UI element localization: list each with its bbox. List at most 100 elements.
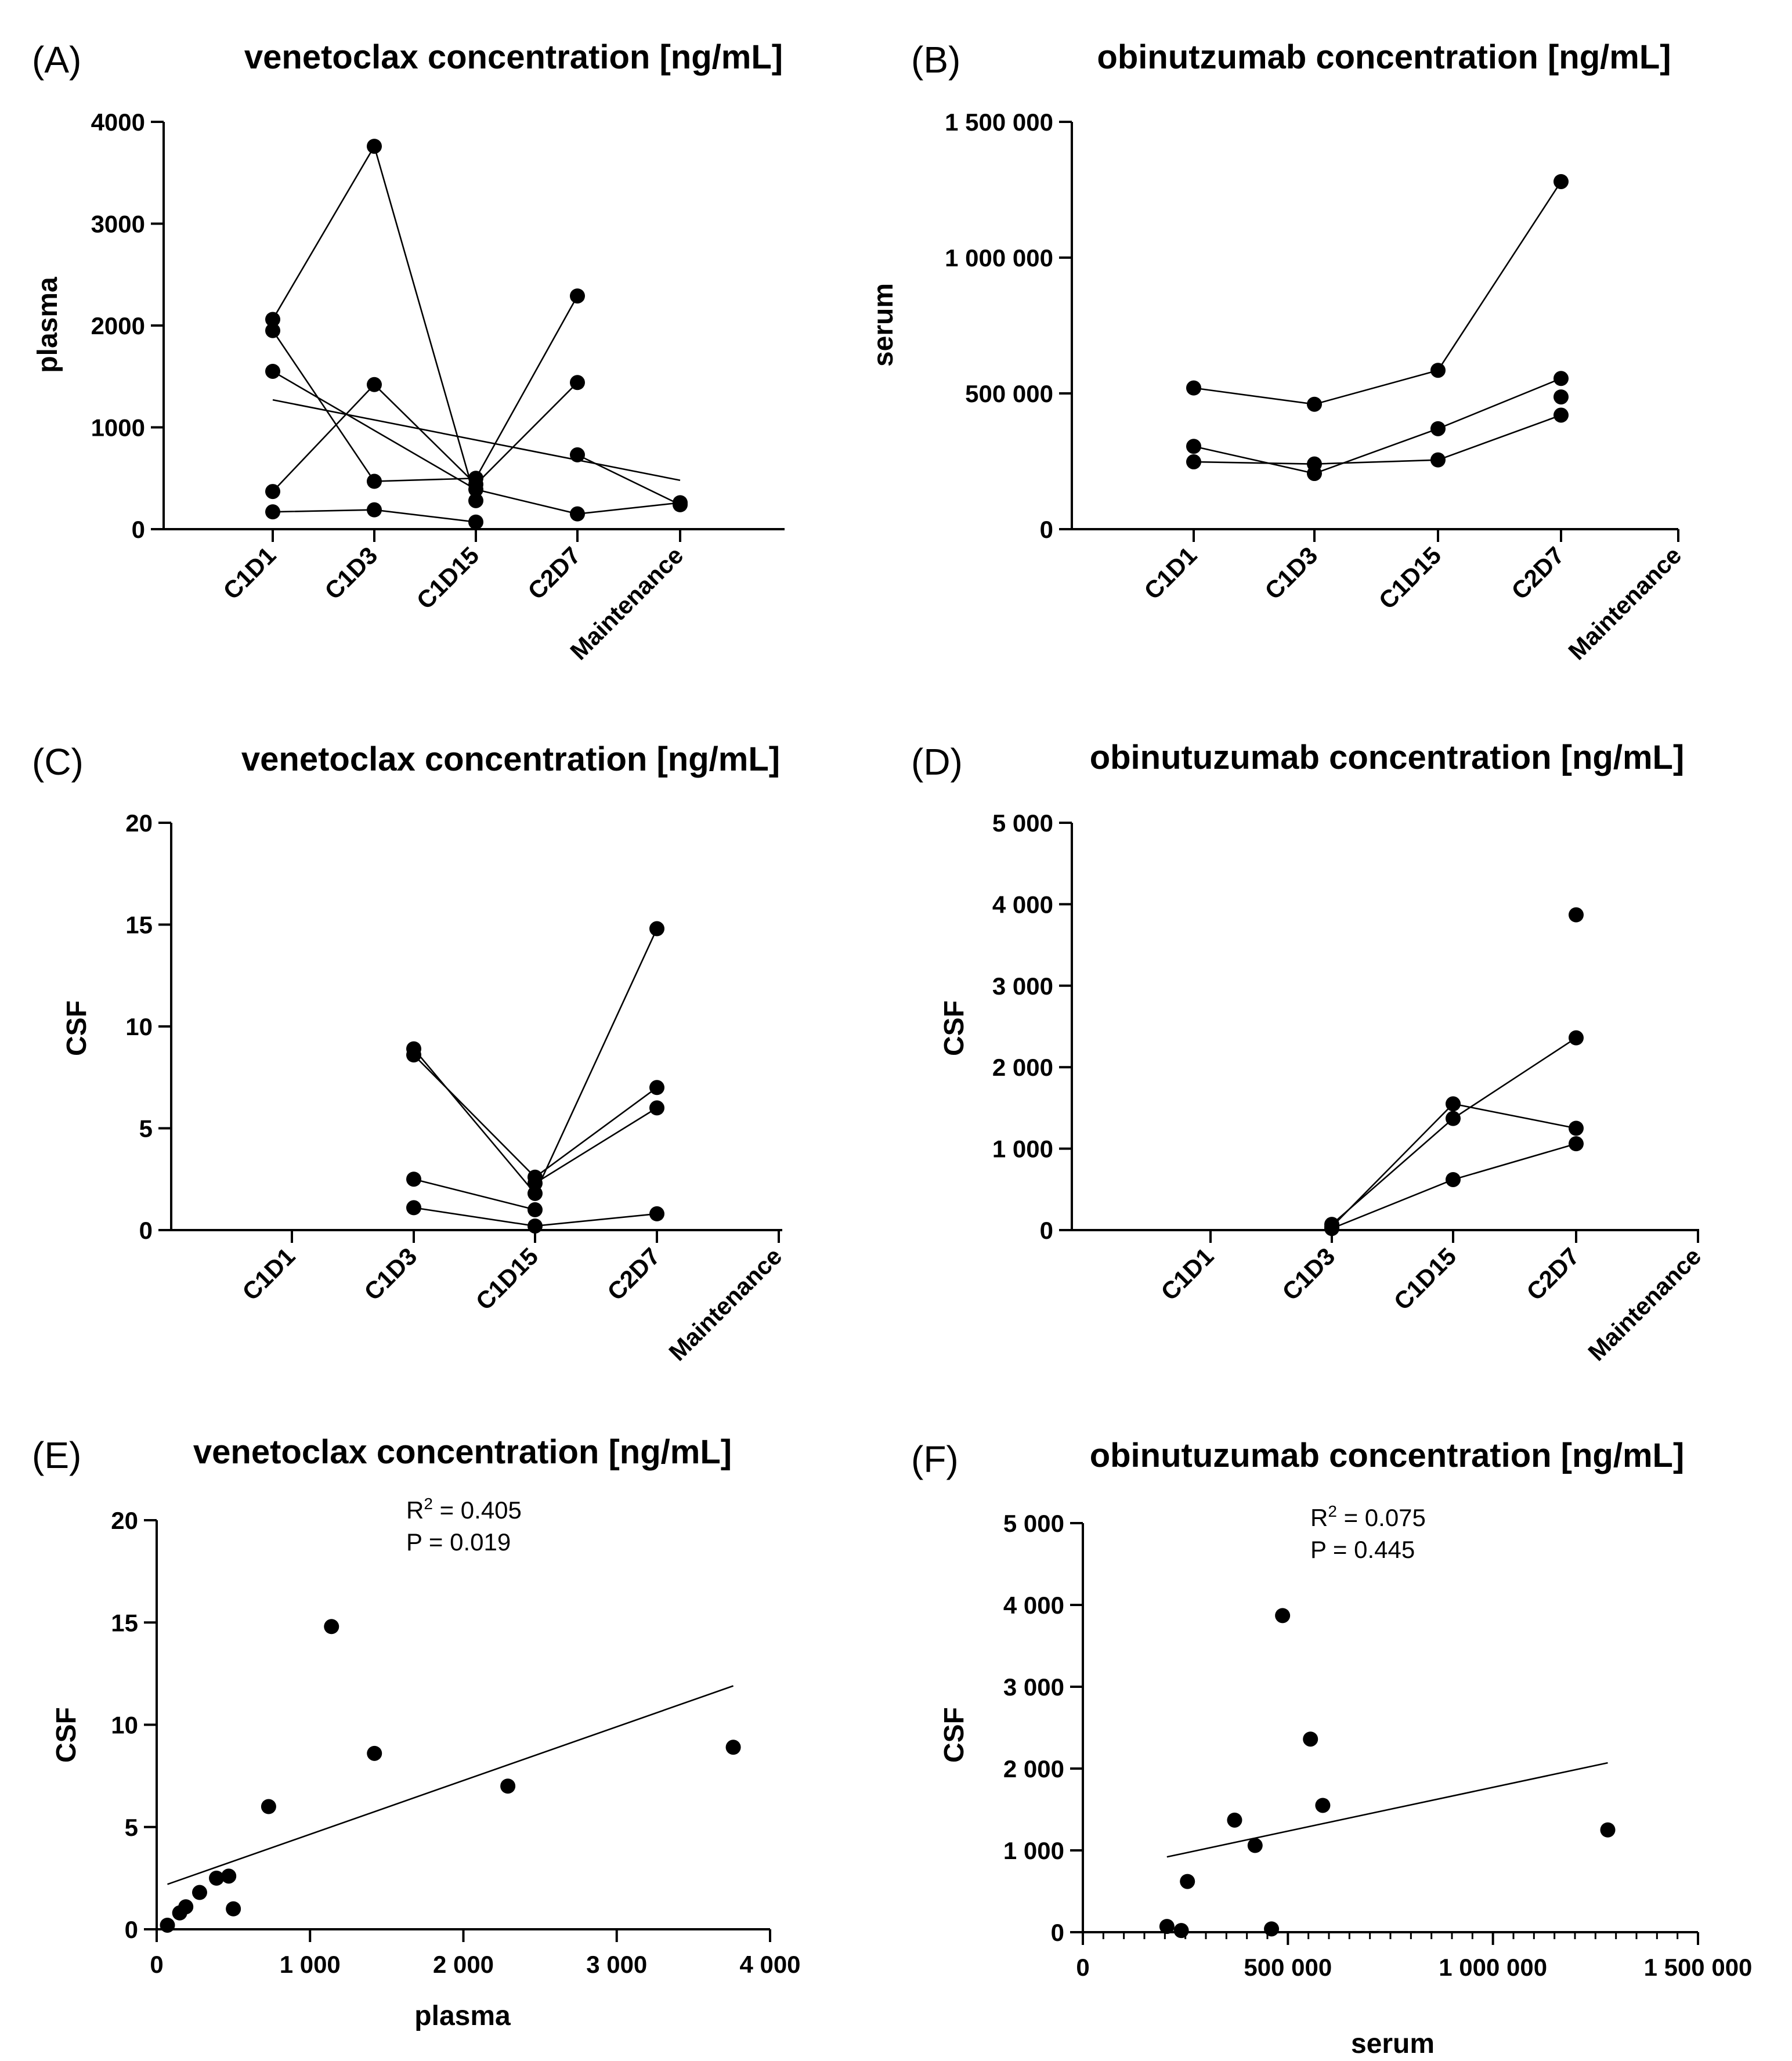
panel-f-data-point bbox=[1247, 1838, 1263, 1853]
panel-a-data-point bbox=[468, 482, 483, 497]
panel-f-p-value: P = 0.445 bbox=[1310, 1536, 1415, 1563]
panel-a-data-point bbox=[265, 312, 280, 327]
panel-b-title: obinutzumab concentration [ng/mL] bbox=[1097, 38, 1671, 76]
panel-d-y-tick-label: 5 000 bbox=[992, 809, 1053, 837]
panel-c-data-point bbox=[406, 1200, 421, 1216]
panel-c-data-point bbox=[528, 1202, 543, 1217]
panel-d-y-tick-label: 4 000 bbox=[992, 891, 1053, 918]
panel-a-series-line bbox=[272, 370, 681, 515]
panel-e-y-tick-label: 0 bbox=[125, 1916, 138, 1943]
panel-c-data-point bbox=[528, 1176, 543, 1191]
panel-d-y-tick-label: 2 000 bbox=[992, 1054, 1053, 1081]
panel-f-data-point bbox=[1159, 1919, 1175, 1935]
panel-e-x-tick-label: 4 000 bbox=[739, 1951, 800, 1978]
panel-f-r-squared-sup: 2 bbox=[1328, 1502, 1337, 1520]
panel-f-x-tick-label: 500 000 bbox=[1244, 1954, 1332, 1981]
panel-a-data-point bbox=[570, 447, 585, 462]
panel-b-y-tick-label: 0 bbox=[1040, 516, 1053, 543]
panel-a-y-tick-label: 4000 bbox=[91, 109, 145, 136]
panel-f-y-label: CSF bbox=[939, 1707, 970, 1763]
panel-a-data-point bbox=[570, 375, 585, 390]
panel-a-series-line bbox=[272, 382, 578, 492]
panel-d-data-point bbox=[1569, 1030, 1584, 1046]
panel-f-data-point bbox=[1600, 1822, 1616, 1838]
panel-a-data-point bbox=[265, 363, 280, 379]
panel-b-data-point bbox=[1186, 439, 1201, 454]
panel-f-y-tick-label: 5 000 bbox=[1003, 1510, 1064, 1537]
panel-e-x-label: plasma bbox=[414, 2001, 511, 2031]
panel-b-series-line bbox=[1193, 414, 1562, 465]
panel-f-data-point bbox=[1173, 1923, 1189, 1939]
panel-a-data-point bbox=[367, 502, 382, 518]
panel-e-data-point bbox=[178, 1899, 194, 1915]
panel-c-data-point bbox=[649, 1206, 664, 1221]
panel-a-data-point bbox=[367, 139, 382, 154]
panel-c-title: venetoclax concentration [ng/mL] bbox=[241, 740, 780, 778]
panel-b-y-label: serum bbox=[868, 283, 899, 367]
panel-b-data-point bbox=[1430, 452, 1446, 468]
panel-e-r-squared-value: = 0.405 bbox=[433, 1496, 522, 1524]
panel-d-y-tick-label: 0 bbox=[1040, 1217, 1053, 1244]
panel-f-data-point bbox=[1227, 1812, 1242, 1828]
panel-a-data-point bbox=[367, 473, 382, 489]
panel-a-data-point bbox=[570, 506, 585, 522]
panel-f-r-squared-value: = 0.075 bbox=[1337, 1504, 1426, 1531]
panel-e-plot: 0 5 10 15 20 0 1 000 2 000 3 000 4 000 bbox=[111, 1507, 800, 1978]
panel-a-title: venetoclax concentration [ng/mL] bbox=[244, 38, 783, 76]
panel-b-data-point bbox=[1553, 371, 1569, 386]
panel-c-data-point bbox=[649, 921, 664, 937]
panel-e-data-point bbox=[192, 1885, 207, 1900]
panel-e-data-point bbox=[261, 1799, 276, 1814]
panel-c-data-point bbox=[528, 1218, 543, 1234]
panel-d-data-point bbox=[1324, 1221, 1339, 1236]
panel-d-data-point bbox=[1569, 1120, 1584, 1136]
panel-e-data-point bbox=[221, 1868, 237, 1884]
panel-e-y-tick-label: 15 bbox=[111, 1609, 138, 1636]
panel-e-r-squared-prefix: R bbox=[406, 1496, 424, 1524]
panel-f-y-tick-label: 4 000 bbox=[1003, 1592, 1064, 1619]
panel-f-x-tick-label: 0 bbox=[1076, 1954, 1089, 1981]
panel-b-y-tick-label: 1 500 000 bbox=[945, 109, 1053, 136]
panel-c-data-point bbox=[649, 1100, 664, 1116]
panel-a-data-point bbox=[367, 377, 382, 392]
panel-c-y-tick-label: 20 bbox=[125, 809, 153, 837]
panel-a-data-point bbox=[468, 514, 483, 530]
panel-b-data-point bbox=[1553, 173, 1569, 189]
panel-a-series-line bbox=[272, 295, 579, 482]
panel-d-label: (D) bbox=[911, 741, 963, 783]
panel-d-title: obinutuzumab concentration [ng/mL] bbox=[1090, 739, 1685, 776]
panel-d-data-point bbox=[1569, 907, 1584, 923]
panel-f-data-point bbox=[1275, 1608, 1291, 1624]
panel-a-data-point bbox=[265, 484, 280, 500]
panel-f-y-tick-label: 0 bbox=[1051, 1919, 1064, 1946]
panel-c-data-point bbox=[649, 1080, 664, 1095]
panel-c-series-line bbox=[534, 1107, 657, 1184]
panel-a-data-point bbox=[265, 504, 280, 520]
panel-d-data-point bbox=[1569, 1136, 1584, 1152]
panel-b-data-point bbox=[1186, 380, 1201, 396]
panel-a-trend-line bbox=[272, 399, 681, 482]
panel-f-x-tick-label: 1 000 000 bbox=[1439, 1954, 1547, 1981]
panel-e-x-tick-label: 0 bbox=[150, 1951, 163, 1978]
panel-f-plot: 0 1 000 2 000 3 000 4 000 5 000 0 500 000 1 000 … bbox=[1003, 1510, 1753, 1981]
panel-f-regression-line bbox=[1166, 1762, 1608, 1858]
panel-f-data-point bbox=[1180, 1874, 1195, 1889]
panel-b-data-point bbox=[1430, 363, 1446, 378]
panel-f-x-label: serum bbox=[1351, 2029, 1435, 2059]
panel-a-y-tick-label: 3000 bbox=[91, 211, 145, 238]
panel-e-x-tick-label: 2 000 bbox=[433, 1951, 494, 1978]
panel-f-label: (F) bbox=[911, 1438, 959, 1480]
panel-b-y-tick-label: 500 000 bbox=[965, 380, 1053, 407]
panel-f-title: obinutuzumab concentration [ng/mL] bbox=[1090, 1437, 1685, 1474]
panel-e-y-label: CSF bbox=[51, 1707, 82, 1763]
panel-c-y-tick-label: 0 bbox=[139, 1217, 153, 1244]
panel-d-data-point bbox=[1446, 1111, 1461, 1126]
panel-b-y-tick-label: 1 000 000 bbox=[945, 244, 1053, 272]
panel-c-data-point bbox=[406, 1047, 421, 1063]
panel-d-y-tick-label: 3 000 bbox=[992, 972, 1053, 1000]
panel-f-r-squared: R2 = 0.075 bbox=[1310, 1502, 1426, 1531]
panel-f-x-tick-label: 1 500 000 bbox=[1644, 1954, 1753, 1981]
panel-e-y-tick-label: 20 bbox=[111, 1507, 138, 1534]
panel-f-r-squared-prefix: R bbox=[1310, 1504, 1328, 1531]
